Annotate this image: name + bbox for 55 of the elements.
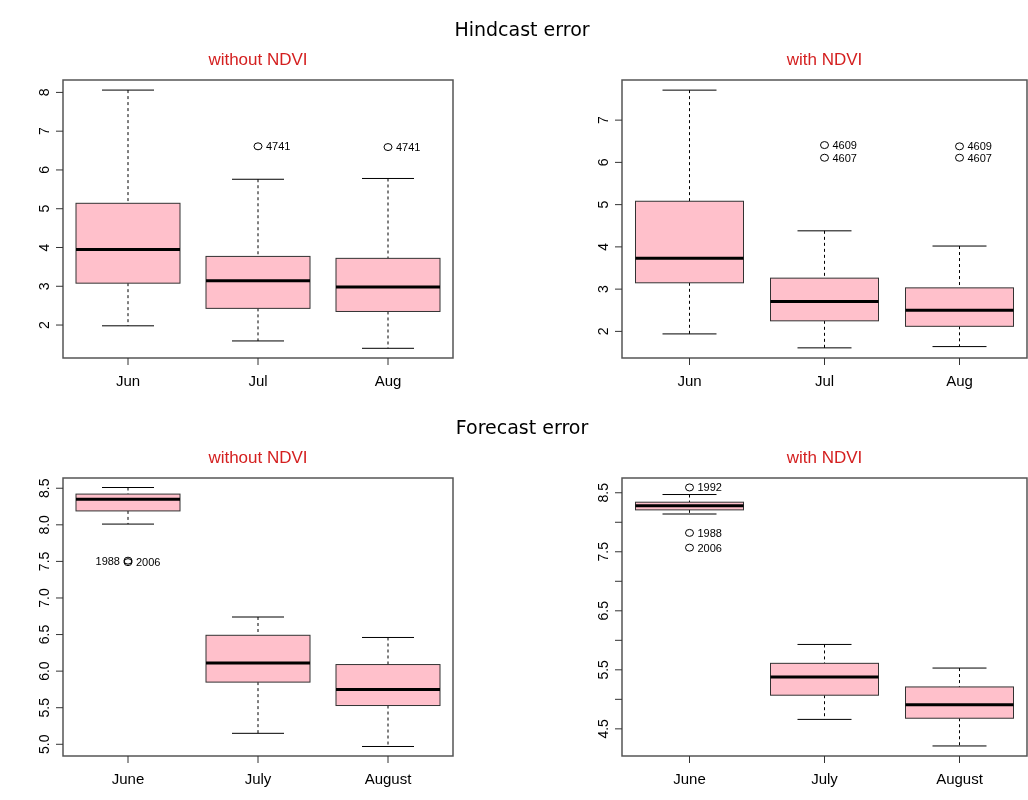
- x-tick-label: Aug: [374, 372, 402, 389]
- x-tick-label: Aug: [946, 372, 973, 389]
- annotation: 4741: [266, 140, 291, 153]
- x-tick-label: July: [244, 770, 272, 787]
- y-tick-label: 6: [595, 158, 611, 167]
- y-tick-label: 4.5: [595, 718, 611, 739]
- x-tick-label: June: [673, 770, 706, 787]
- x-tick-label: Jun: [115, 372, 141, 389]
- y-tick-label: 4: [36, 243, 52, 252]
- annotation: 1992: [697, 481, 722, 494]
- x-tick-label: Jun: [677, 372, 702, 389]
- y-tick-label: 3: [36, 282, 52, 291]
- y-tick-label: 6: [36, 165, 52, 174]
- y-tick-label: 5.5: [36, 697, 52, 718]
- x-tick-label: Jul: [248, 372, 268, 389]
- text: Forecast error: [455, 416, 589, 438]
- y-tick-label: 2: [36, 320, 52, 329]
- y-tick-label: 5: [595, 200, 611, 209]
- annotation: 4607: [832, 151, 857, 164]
- y-tick-label: 5: [36, 204, 52, 213]
- annotation: 2006: [697, 541, 722, 554]
- text: Hindcast error: [454, 18, 590, 40]
- annotation: 4609: [967, 140, 992, 153]
- annotation: 1988: [697, 526, 722, 539]
- y-tick-label: 7.5: [36, 551, 52, 572]
- x-tick-label: June: [111, 770, 145, 787]
- x-tick-label: July: [811, 770, 839, 787]
- y-tick-label: 8: [36, 88, 52, 97]
- x-tick-label: Jul: [814, 372, 835, 389]
- annotation: 2006: [136, 556, 161, 569]
- y-tick-label: 8.5: [36, 478, 52, 498]
- chart-title: without NDVI: [207, 50, 308, 69]
- y-tick-label: 4: [595, 242, 611, 251]
- chart-title: without NDVI: [207, 448, 308, 467]
- y-tick-label: 8.0: [36, 514, 52, 535]
- chart-title: with NDVI: [785, 50, 863, 69]
- y-tick-label: 8.5: [595, 482, 611, 503]
- y-tick-label: 6.5: [595, 600, 611, 621]
- x-tick-label: August: [936, 770, 984, 787]
- y-tick-label: 7: [595, 116, 611, 125]
- y-tick-label: 7.0: [36, 588, 52, 608]
- annotation: 1988: [95, 554, 120, 567]
- annotation: 4609: [832, 139, 857, 152]
- y-tick-label: 5.0: [36, 734, 52, 755]
- y-tick-label: 6.5: [36, 624, 52, 645]
- y-tick-label: 7: [36, 127, 52, 136]
- x-tick-label: August: [364, 770, 413, 787]
- y-tick-label: 3: [595, 285, 611, 294]
- annotation: 4607: [967, 151, 992, 164]
- chart-title: with NDVI: [785, 448, 863, 467]
- y-tick-label: 6.0: [36, 661, 52, 681]
- y-tick-label: 2: [595, 327, 611, 336]
- y-tick-label: 7.5: [595, 541, 611, 562]
- y-tick-label: 5.5: [595, 659, 611, 680]
- annotation: 4741: [396, 141, 421, 154]
